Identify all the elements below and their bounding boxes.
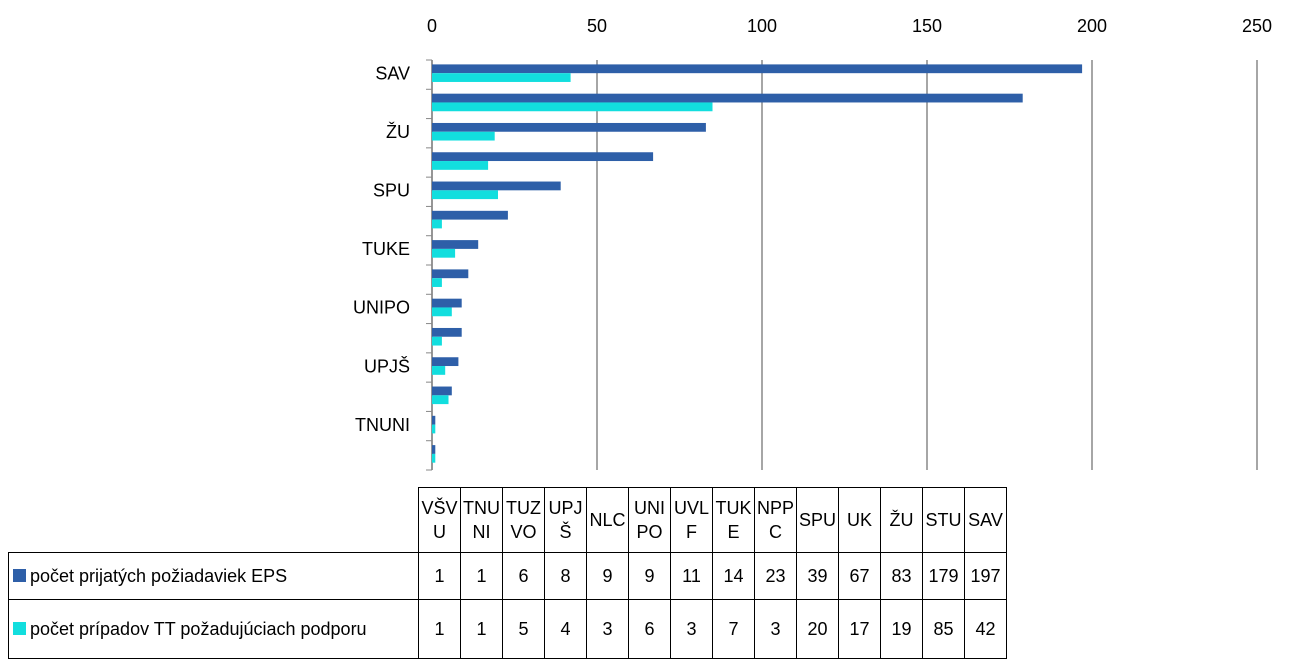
bar [432,424,436,434]
table-header: NLC [586,487,629,553]
bar [432,327,462,337]
bar [432,453,436,463]
table-row: počet prípadov TT požadujúciach podporu 1… [8,599,1007,659]
table-header: STU [922,487,965,553]
bar [432,395,449,405]
bar [432,102,713,112]
bar [432,307,452,317]
table-header: TUKE [712,487,755,553]
bar [432,131,495,141]
legend-swatch [13,622,26,635]
bar [432,190,498,200]
table-value: 83 [880,552,923,600]
table-row: VŠVU TNUNI TUZVO UPJŠ NLC UNIPO UVLF TUKE NPPC SP… [9,487,1007,553]
table-value: 1 [460,599,503,659]
legend-swatch [13,569,26,582]
table-cell [9,488,419,553]
bar [432,161,489,170]
table-header: TUZVO [502,487,545,553]
bar [432,445,436,454]
table-value: 7 [712,599,755,659]
table-value: 1 [418,599,461,659]
x-tick-label: 200 [1077,16,1107,36]
table-value: 3 [670,599,713,659]
bar [432,73,571,82]
table-value: 11 [670,552,713,600]
table-header: SPU [796,487,839,553]
table-value: 20 [796,599,839,659]
table-value: 6 [502,552,545,600]
y-tick-label: UNIPO [353,298,410,318]
data-table: VŠVU TNUNI TUZVO UPJŠ NLC UNIPO UVLF TUKE NPPC SP… [8,487,1007,659]
bar [432,269,469,279]
y-tick-label: TUKE [362,239,410,259]
table-value: 4 [544,599,587,659]
x-tick-label: 0 [427,16,437,36]
y-tick-label: UPJŠ [364,355,410,376]
table-header: UVLF [670,487,713,553]
table-row: počet prijatých požiadaviek EPS 1 1 6 8 9 9 11 1… [8,552,1007,600]
x-tick-label: 250 [1242,16,1272,36]
bar [432,278,442,287]
table-value: 17 [838,599,881,659]
y-tick-label: TNUNI [355,415,410,435]
bar [432,240,479,249]
table-value: 9 [586,552,629,600]
chart: 0 50 100 150 200 250 TNUNI UPJŠ UNIPO TUKE SPU ŽU SA… [353,16,1272,471]
bar [432,357,459,367]
table-value: 1 [460,552,503,600]
legend-cell: počet prijatých požiadaviek EPS [8,552,419,600]
y-tick-label: SAV [375,63,410,83]
bar [432,298,462,308]
legend-cell: počet prípadov TT požadujúciach podporu [8,599,419,659]
table-header: ŽU [880,487,923,553]
legend-label: počet prípadov TT požadujúciach podporu [30,619,367,639]
y-tick-label: ŽU [386,122,410,142]
table-value: 1 [418,552,461,600]
table-value: 67 [838,552,881,600]
table-value: 197 [964,552,1007,600]
y-tick-label: SPU [373,181,410,201]
x-tick-label: 150 [912,16,942,36]
table-header: UNIPO [628,487,671,553]
table-value: 19 [880,599,923,659]
table-value: 179 [922,552,965,600]
table-value: 42 [964,599,1007,659]
table-value: 8 [544,552,587,600]
table-value: 9 [628,552,671,600]
bar [432,122,706,132]
table-header: UPJŠ [544,487,587,553]
table-value: 39 [796,552,839,600]
bar [432,248,456,258]
table-value: 14 [712,552,755,600]
legend-label: počet prijatých požiadaviek EPS [30,566,288,586]
bar [432,210,508,220]
bar [432,219,442,229]
table-value: 23 [754,552,797,600]
table-header: SAV [964,487,1007,553]
table-header: VŠVU [418,487,461,553]
bar [432,336,442,346]
bar [432,93,1023,103]
bar [432,64,1083,74]
table-value: 85 [922,599,965,659]
x-tick-label: 100 [747,16,777,36]
table-value: 6 [628,599,671,659]
bar [432,386,452,396]
bar [432,415,436,425]
bar [432,366,446,375]
table-value: 3 [754,599,797,659]
table-value: 5 [502,599,545,659]
table-value: 3 [586,599,629,659]
table-header: TNUNI [460,487,503,553]
x-tick-label: 50 [587,16,607,36]
table-header: UK [838,487,881,553]
table-header: NPPC [754,487,797,553]
bar [432,181,561,191]
bar [432,152,654,162]
